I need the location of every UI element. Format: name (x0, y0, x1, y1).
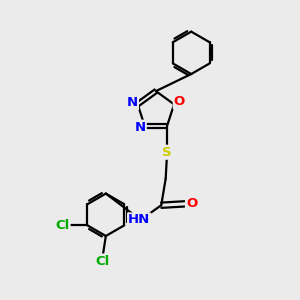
Text: N: N (135, 121, 146, 134)
Text: O: O (174, 95, 185, 109)
Text: N: N (127, 96, 138, 110)
Text: S: S (162, 146, 172, 159)
Text: Cl: Cl (55, 219, 70, 232)
Text: HN: HN (128, 214, 150, 226)
Text: O: O (186, 197, 197, 210)
Text: Cl: Cl (96, 254, 110, 268)
